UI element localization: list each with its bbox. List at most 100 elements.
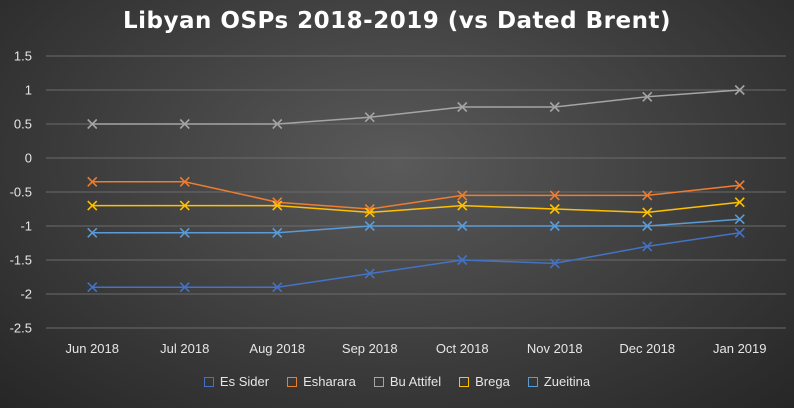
legend-item: Zueitina [527, 374, 591, 389]
data-point-es-sider [457, 254, 468, 266]
data-point-es-sider [734, 227, 745, 238]
x-tick-label: Jun 2018 [66, 341, 120, 356]
x-tick-label: Aug 2018 [249, 341, 305, 356]
data-point-esharara [457, 190, 468, 201]
legend: Es Sider Esharara Bu Attifel Brega Zueitina [0, 374, 794, 389]
marker-stroke [364, 220, 375, 232]
data-point-brega [364, 207, 375, 218]
y-tick-label: -2.5 [10, 321, 32, 336]
marker-stroke [87, 176, 98, 187]
x-tick-label: Oct 2018 [436, 341, 489, 356]
marker-stroke [87, 282, 98, 293]
data-point-zueitina [734, 214, 745, 225]
marker-stroke [179, 282, 190, 293]
data-point-bu-attifel [457, 101, 468, 113]
legend-item: Es Sider [203, 374, 270, 389]
y-tick-label: -1 [20, 219, 32, 234]
legend-swatch [527, 376, 538, 387]
marker-stroke [734, 180, 745, 191]
data-point-esharara [734, 180, 745, 191]
data-point-bu-attifel [734, 84, 745, 96]
data-point-es-sider [87, 282, 98, 293]
marker-stroke [457, 254, 468, 266]
marker-stroke [364, 268, 375, 279]
x-tick-label: Jul 2018 [160, 341, 209, 356]
y-tick-label: 0 [25, 151, 32, 166]
marker-stroke [549, 220, 560, 232]
marker-stroke [272, 227, 283, 238]
data-point-esharara [87, 176, 98, 187]
data-point-brega [457, 200, 468, 211]
marker-stroke [549, 101, 560, 113]
marker-stroke [734, 227, 745, 238]
data-point-bu-attifel [179, 118, 190, 130]
marker-stroke [272, 282, 283, 293]
data-point-zueitina [179, 227, 190, 238]
marker-stroke [364, 207, 375, 218]
marker-stroke [87, 200, 98, 211]
marker-stroke [642, 241, 653, 252]
data-point-brega [549, 203, 560, 215]
marker-stroke [734, 214, 745, 225]
series-line-esharara [92, 181, 740, 210]
data-point-zueitina [549, 220, 560, 232]
data-point-zueitina [642, 220, 653, 232]
data-point-es-sider [364, 268, 375, 279]
marker-stroke [272, 118, 283, 130]
series-line-es-sider [92, 232, 740, 288]
legend-label: Es Sider [219, 374, 270, 389]
data-point-bu-attifel [642, 91, 653, 102]
marker-stroke [734, 84, 745, 96]
marker-stroke [457, 200, 468, 211]
data-point-brega [642, 207, 653, 218]
marker-stroke [179, 227, 190, 238]
series-line-brega [92, 201, 740, 214]
data-point-bu-attifel [549, 101, 560, 113]
series-line-bu-attifel [92, 89, 740, 125]
data-point-es-sider [549, 258, 560, 269]
legend-label: Zueitina [543, 374, 591, 389]
marker-stroke [549, 203, 560, 215]
data-point-zueitina [457, 220, 468, 232]
marker-stroke [457, 101, 468, 113]
data-point-zueitina [364, 220, 375, 232]
y-tick-label: -1.5 [10, 253, 32, 268]
marker-stroke [642, 190, 653, 201]
legend-label: Bu Attifel [389, 374, 442, 389]
data-point-esharara [549, 190, 560, 201]
data-point-esharara [179, 176, 190, 187]
legend-swatch [287, 376, 298, 387]
data-point-brega [179, 200, 190, 211]
marker-stroke [734, 197, 745, 208]
x-tick-label: Dec 2018 [619, 341, 675, 356]
marker-stroke [642, 207, 653, 218]
marker-stroke [642, 91, 653, 102]
marker-stroke [549, 190, 560, 201]
legend-label: Brega [475, 374, 510, 389]
legend-item: Esharara [287, 374, 356, 389]
data-point-esharara [642, 190, 653, 201]
y-tick-label: -2 [20, 287, 32, 302]
data-point-es-sider [179, 282, 190, 293]
data-point-bu-attifel [272, 118, 283, 130]
data-point-bu-attifel [87, 118, 98, 130]
marker-stroke [457, 220, 468, 232]
data-point-brega [734, 197, 745, 208]
legend-item: Bu Attifel [373, 374, 442, 389]
data-point-zueitina [87, 227, 98, 238]
data-point-brega [272, 200, 283, 211]
marker-stroke [364, 112, 375, 123]
y-tick-label: 1 [25, 83, 32, 98]
marker-stroke [179, 176, 190, 187]
legend-swatch [203, 376, 214, 387]
legend-swatch [459, 376, 470, 387]
y-tick-label: -0.5 [10, 185, 32, 200]
marker-stroke [272, 200, 283, 211]
marker-stroke [179, 118, 190, 130]
data-point-zueitina [272, 227, 283, 238]
marker-stroke [549, 258, 560, 269]
legend-swatch [373, 376, 384, 387]
data-point-es-sider [642, 241, 653, 252]
legend-item: Brega [459, 374, 510, 389]
